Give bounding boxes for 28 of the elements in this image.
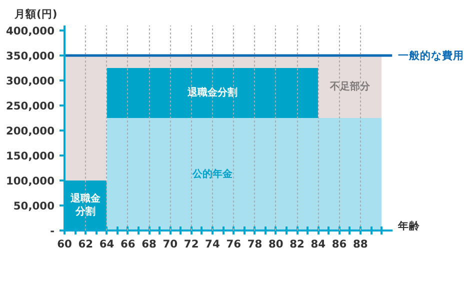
x-tick-label: 62 [78,238,94,250]
annotation: 不足部分 [328,80,371,92]
y-tick-label: 50,000 [13,200,55,212]
x-tick-label: 80 [268,238,284,250]
x-tick-label: 72 [184,238,199,250]
y-axis-title: 月額(円) [14,8,58,20]
x-tick-label: 68 [142,238,156,250]
x-tick-label: 70 [162,238,178,250]
x-tick-label: 82 [290,238,304,250]
y-tick-label: 200,000 [6,124,55,138]
x-tick-label: 64 [99,238,114,250]
y-tick-label: 400,000 [6,24,55,38]
y-tick-label: 150,000 [6,150,55,162]
y-tick-label: 100,000 [6,174,55,188]
y-tick-label: 350,000 [6,50,55,62]
y-tick-label: 300,000 [6,74,55,88]
x-tick-label: 88 [353,238,368,250]
x-tick-label: 86 [332,238,347,250]
x-tick-label: 78 [247,238,262,250]
x-tick-label: 66 [120,238,136,250]
x-tick-label: 84 [310,238,326,250]
x-tick-label: 76 [226,238,242,250]
ref-line-label: 一般的な費用 [398,49,464,62]
y-tick-label: 250,000 [6,100,55,112]
x-tick-label: 74 [205,238,220,250]
x-tick-label: 60 [57,238,72,250]
annotation: 公的年金 [191,168,234,180]
y-tick-label: - [50,224,55,238]
